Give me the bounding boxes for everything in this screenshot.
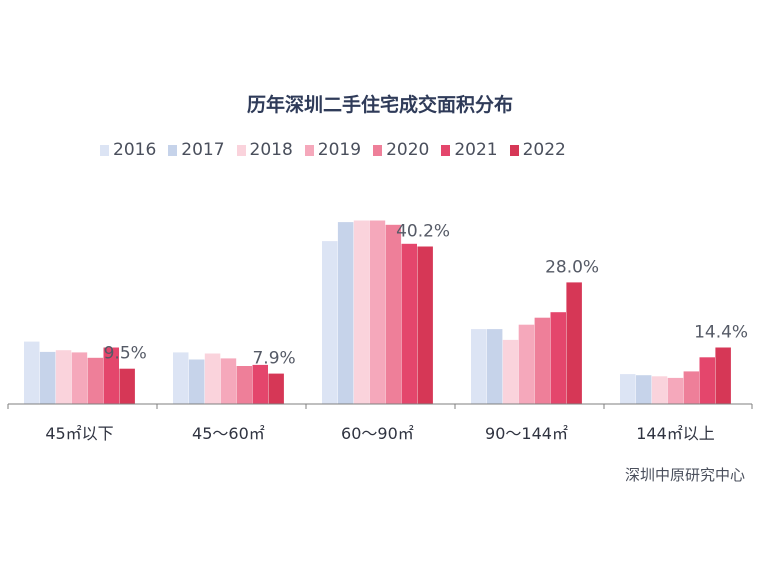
bar-2022-0: [119, 368, 135, 404]
legend-swatch-2019: [304, 144, 314, 156]
legend-swatch-2022: [509, 144, 519, 156]
legend-item-2016: 2016: [100, 140, 156, 160]
bar-2022-3: [566, 282, 582, 404]
x-tick-label-2: 60～90㎡: [341, 424, 414, 443]
legend-item-2020: 2020: [373, 140, 429, 160]
bar-2016-4: [620, 374, 636, 404]
legend-swatch-2018: [236, 144, 246, 156]
x-tick-label-1: 45～60㎡: [192, 424, 265, 443]
legend-label-2016: 2016: [113, 140, 157, 160]
bar-2017-4: [635, 375, 652, 404]
legend-item-2017: 2017: [168, 140, 225, 160]
legend-swatch-2020: [373, 144, 383, 156]
bar-2016-1: [173, 352, 189, 404]
legend-label-2019: 2019: [317, 140, 362, 160]
legend-swatch-2021: [441, 144, 451, 156]
bar-2018-2: [353, 220, 370, 404]
data-label-3: 28.0%: [545, 257, 599, 277]
bar-2019-0: [71, 352, 88, 404]
bar-2016-0: [24, 341, 40, 404]
bar-2021-4: [699, 357, 715, 404]
legend-label-2021: 2021: [454, 140, 498, 160]
data-label-4: 14.4%: [694, 323, 748, 343]
data-label-1: 7.9%: [252, 349, 295, 369]
bar-2021-3: [550, 312, 566, 404]
bar-2021-2: [401, 243, 417, 404]
bar-2018-4: [651, 376, 668, 404]
bar-2022-4: [715, 347, 731, 404]
legend-label-2020: 2020: [386, 140, 430, 160]
bar-2017-3: [486, 329, 503, 404]
bar-2022-2: [417, 246, 433, 404]
bar-2018-1: [204, 353, 221, 404]
legend-item-2021: 2021: [441, 140, 498, 160]
bar-2019-3: [518, 324, 535, 404]
bar-2019-2: [369, 220, 386, 404]
legend-swatch-2017: [168, 144, 178, 156]
bar-2018-3: [502, 339, 519, 404]
x-tick-label-0: 45㎡以下: [45, 424, 113, 443]
bar-2017-0: [39, 351, 56, 404]
bar-2020-4: [683, 371, 700, 404]
data-label-2: 40.2%: [396, 222, 450, 242]
bar-2018-0: [55, 350, 72, 404]
legend-item-2019: 2019: [304, 140, 362, 160]
legend: 2016 2017 2018 2019 2020 2021 2022: [100, 138, 578, 162]
bar-2016-3: [471, 329, 487, 404]
legend-label-2022: 2022: [522, 140, 566, 160]
bar-2020-3: [534, 317, 551, 404]
bar-2021-0: [103, 347, 119, 404]
data-label-0: 9.5%: [104, 344, 147, 364]
bar-2020-1: [236, 366, 253, 404]
bar-2017-2: [337, 222, 354, 404]
bar-2017-1: [188, 359, 205, 404]
bar-2020-2: [385, 224, 402, 404]
source-note: 深圳中原研究中心: [624, 466, 745, 484]
chart-title: 历年深圳二手住宅成交面积分布: [246, 94, 513, 116]
bar-2022-1: [268, 373, 284, 404]
bar-2019-1: [220, 358, 237, 404]
legend-item-2018: 2018: [236, 140, 293, 160]
legend-label-2017: 2017: [181, 140, 225, 160]
bar-2020-0: [87, 357, 104, 404]
legend-item-2022: 2022: [509, 140, 566, 160]
x-tick-label-3: 90～144㎡: [485, 424, 568, 443]
bar-2019-4: [667, 377, 684, 404]
legend-swatch-2016: [100, 144, 109, 156]
bar-2021-1: [252, 364, 268, 404]
x-tick-label-4: 144㎡以上: [636, 424, 715, 443]
bar-2016-2: [322, 241, 338, 404]
legend-label-2018: 2018: [249, 140, 293, 160]
